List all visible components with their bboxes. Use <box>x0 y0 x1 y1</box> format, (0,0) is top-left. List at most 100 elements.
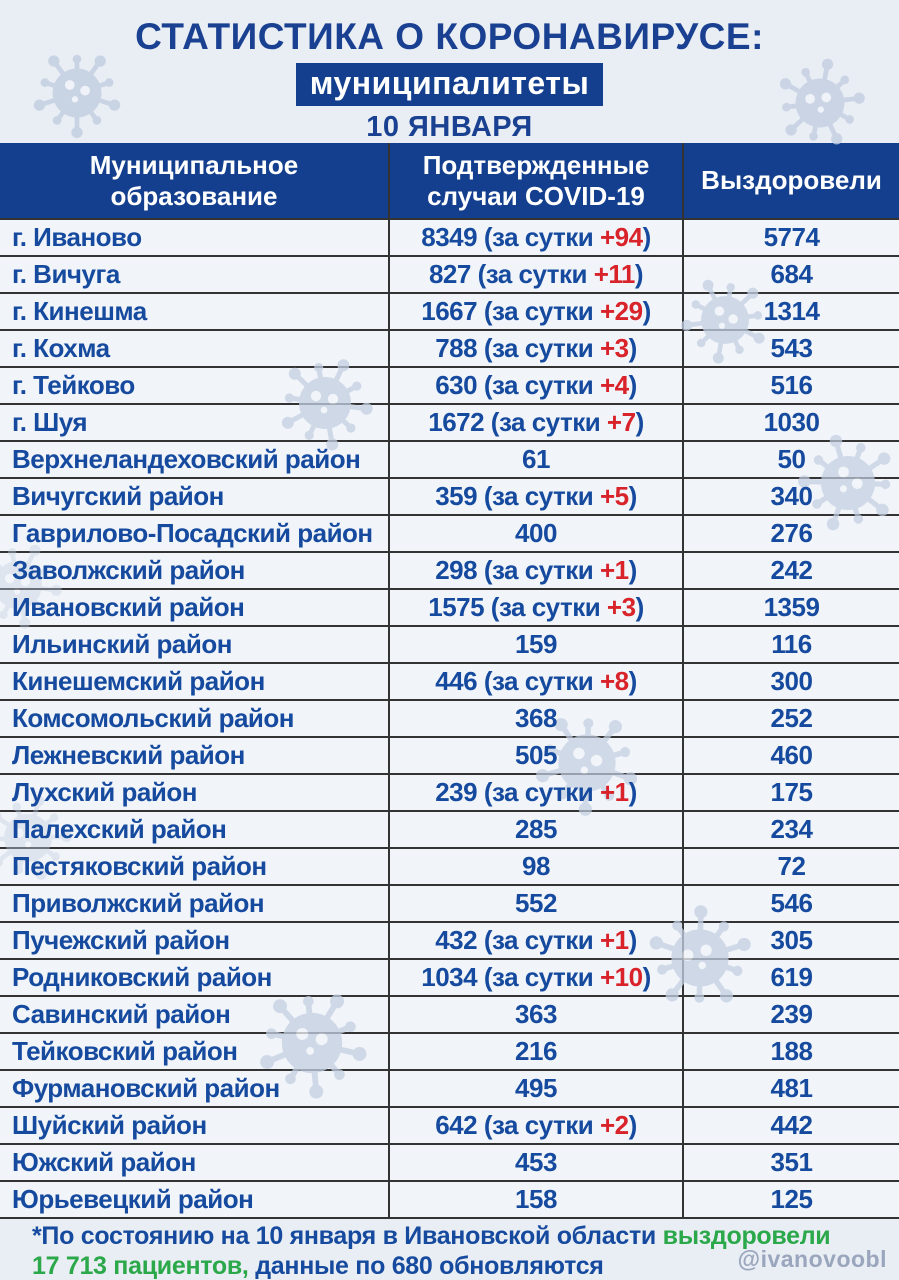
recovered-cell: 1314 <box>684 294 899 329</box>
recovered-cell: 1030 <box>684 405 899 440</box>
table-row: Савинский район 363 239 <box>0 997 899 1034</box>
col-header-confirmed: Подтвержденные случаи COVID-19 <box>390 143 684 218</box>
table-row: Пучежский район 432 (за сутки +1) 305 <box>0 923 899 960</box>
confirmed-cell: 285 <box>390 812 684 847</box>
municipality-name: Ивановский район <box>12 592 245 622</box>
confirmed-value: 400 <box>515 518 557 548</box>
municipality-name: Родниковский район <box>12 962 272 992</box>
municipality-name: г. Иваново <box>12 222 142 252</box>
municipality-name: Пучежский район <box>12 925 230 955</box>
municipality-name: Савинский район <box>12 999 231 1029</box>
confirmed-cell: 1672 (за сутки +7) <box>390 405 684 440</box>
municipality-cell: Фурмановский район <box>0 1071 390 1106</box>
footer-note: *По состоянию на 10 января в Ивановской … <box>32 1221 867 1280</box>
recovered-cell: 276 <box>684 516 899 551</box>
municipality-cell: г. Кинешма <box>0 294 390 329</box>
recovered-cell: 188 <box>684 1034 899 1069</box>
recovered-cell: 116 <box>684 627 899 662</box>
daily-increase: +3 <box>606 592 636 622</box>
table-body: г. Иваново 8349 (за сутки +94) 5774 г. Вичу… <box>0 220 899 1219</box>
municipality-name: Лежневский район <box>12 740 245 770</box>
confirmed-value: 446 (за сутки +8) <box>435 666 637 696</box>
municipality-cell: Палехский район <box>0 812 390 847</box>
table-row: г. Кохма 788 (за сутки +3) 543 <box>0 331 899 368</box>
confirmed-cell: 1667 (за сутки +29) <box>390 294 684 329</box>
confirmed-value: 98 <box>522 851 550 881</box>
confirmed-cell: 432 (за сутки +1) <box>390 923 684 958</box>
confirmed-cell: 216 <box>390 1034 684 1069</box>
municipality-name: Ильинский район <box>12 629 232 659</box>
date-heading: 10 ЯНВАРЯ <box>366 111 533 143</box>
municipality-name: Фурмановский район <box>12 1073 280 1103</box>
recovered-value: 619 <box>770 962 813 992</box>
municipality-name: г. Кохма <box>12 333 110 363</box>
table-row: Верхнеландеховский район 61 50 <box>0 442 899 479</box>
recovered-value: 188 <box>770 1036 813 1066</box>
recovered-cell: 239 <box>684 997 899 1032</box>
municipality-cell: г. Шуя <box>0 405 390 440</box>
recovered-cell: 516 <box>684 368 899 403</box>
footer-line-1: *По состоянию на 10 января в Ивановской … <box>32 1221 867 1251</box>
municipality-cell: Вичугский район <box>0 479 390 514</box>
confirmed-value: 8349 (за сутки +94) <box>421 222 651 252</box>
table-row: Пестяковский район 98 72 <box>0 849 899 886</box>
recovered-cell: 72 <box>684 849 899 884</box>
recovered-value: 116 <box>771 629 812 659</box>
recovered-value: 684 <box>770 259 813 289</box>
daily-increase: +4 <box>599 370 629 400</box>
recovered-value: 442 <box>770 1110 813 1140</box>
municipality-name: Пестяковский район <box>12 851 267 881</box>
table-row: Фурмановский район 495 481 <box>0 1071 899 1108</box>
recovered-cell: 300 <box>684 664 899 699</box>
recovered-cell: 340 <box>684 479 899 514</box>
confirmed-cell: 239 (за сутки +1) <box>390 775 684 810</box>
confirmed-value: 239 (за сутки +1) <box>435 777 637 807</box>
subtitle-row: муниципалитеты <box>0 58 899 106</box>
municipality-name: Юрьевецкий район <box>12 1184 254 1214</box>
municipality-cell: Кинешемский район <box>0 664 390 699</box>
recovered-value: 72 <box>777 851 806 881</box>
municipality-cell: Савинский район <box>0 997 390 1032</box>
recovered-value: 1030 <box>763 407 820 437</box>
recovered-cell: 684 <box>684 257 899 292</box>
confirmed-cell: 495 <box>390 1071 684 1106</box>
table-row: Вичугский район 359 (за сутки +5) 340 <box>0 479 899 516</box>
daily-increase: +94 <box>599 222 643 252</box>
confirmed-cell: 1575 (за сутки +3) <box>390 590 684 625</box>
table-row: Приволжский район 552 546 <box>0 886 899 923</box>
table-row: г. Шуя 1672 (за сутки +7) 1030 <box>0 405 899 442</box>
col-header-recovered: Выздоровели <box>701 165 882 195</box>
confirmed-value: 216 <box>515 1036 557 1066</box>
recovered-value: 546 <box>770 888 813 918</box>
confirmed-value: 285 <box>515 814 557 844</box>
table-row: Палехский район 285 234 <box>0 812 899 849</box>
recovered-value: 242 <box>770 555 813 585</box>
municipality-cell: Пучежский район <box>0 923 390 958</box>
municipality-cell: Шуйский район <box>0 1108 390 1143</box>
table-row: Юрьевецкий район 158 125 <box>0 1182 899 1219</box>
confirmed-value: 453 <box>515 1147 557 1177</box>
recovered-value: 175 <box>770 777 813 807</box>
col-header-municipality: Муниципальное образование <box>0 143 390 218</box>
municipality-name: Заволжский район <box>12 555 245 585</box>
recovered-cell: 546 <box>684 886 899 921</box>
confirmed-cell: 505 <box>390 738 684 773</box>
footer-line-2: 17 713 пациентов, данные по 680 обновляю… <box>32 1251 867 1280</box>
confirmed-cell: 788 (за сутки +3) <box>390 331 684 366</box>
municipality-cell: г. Тейково <box>0 368 390 403</box>
confirmed-value: 1672 (за сутки +7) <box>428 407 644 437</box>
confirmed-cell: 368 <box>390 701 684 736</box>
confirmed-value: 642 (за сутки +2) <box>435 1110 637 1140</box>
confirmed-value: 158 <box>515 1184 557 1214</box>
stats-table: Муниципальное образование Подтвержденные… <box>0 143 899 1219</box>
municipality-cell: Южский район <box>0 1145 390 1180</box>
recovered-cell: 242 <box>684 553 899 588</box>
municipality-name: Кинешемский район <box>12 666 265 696</box>
recovered-value: 305 <box>770 925 813 955</box>
municipality-name: Шуйский район <box>12 1110 207 1140</box>
subtitle-badge: муниципалитеты <box>295 63 604 106</box>
table-row: Ильинский район 159 116 <box>0 627 899 664</box>
confirmed-cell: 98 <box>390 849 684 884</box>
municipality-name: Вичугский район <box>12 481 224 511</box>
table-row: г. Тейково 630 (за сутки +4) 516 <box>0 368 899 405</box>
